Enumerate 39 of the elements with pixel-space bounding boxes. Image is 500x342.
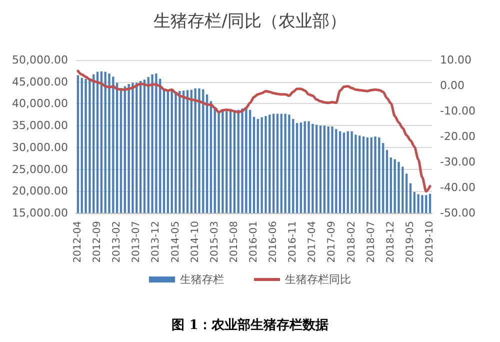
- caption: 图 1：农业部生猪存栏数据: [172, 317, 328, 333]
- x-tick-label: 2017-04: [307, 221, 318, 263]
- y-tick-label: 25,000.00: [12, 162, 68, 176]
- x-tick-label: 2012-04: [72, 221, 84, 263]
- y2-tick-label: 10.00: [440, 54, 472, 66]
- x-tick-label: 2019-05: [404, 221, 416, 263]
- x-tick-label: 2015-03: [209, 221, 220, 263]
- chart-title: 生猪存栏/同比（农业部）: [154, 12, 346, 32]
- y2-tick-label: -40.00: [440, 181, 476, 194]
- x-tick-label: 2012-09: [92, 221, 104, 263]
- y2-tick-label: -30.00: [440, 156, 476, 168]
- x-tick-label: 2018-07: [366, 221, 377, 263]
- x-tick-label: 2016-06: [268, 221, 280, 263]
- x-tick-label: 2013-07: [131, 221, 142, 263]
- line-series: [76, 70, 432, 193]
- x-tick-label: 2014-05: [170, 221, 182, 263]
- x-tick-label: 2019-10: [424, 221, 436, 263]
- y-tick-label: 15,000.00: [12, 206, 68, 220]
- x-tick-label: 2016-11: [288, 221, 299, 263]
- y2-tick-label: -20.00: [440, 130, 476, 143]
- y2-tick-label: -50.00: [440, 206, 476, 220]
- x-tick-label: 2018-02: [346, 221, 358, 263]
- y-tick-label: 35,000.00: [12, 119, 68, 132]
- y-tick-label: 45,000.00: [12, 75, 68, 88]
- y2-tick-label: -10.00: [440, 104, 476, 118]
- y-tick-label: 20,000.00: [12, 184, 68, 198]
- legend-label: 生猪存栏同比: [285, 273, 351, 286]
- y-tick-label: 30,000.00: [12, 140, 68, 154]
- x-tick-label: 2013-02: [112, 221, 123, 263]
- x-tick-label: 2017-09: [326, 221, 338, 263]
- x-tick-label: 2018-12: [385, 221, 396, 263]
- x-tick-label: 2015-08: [228, 221, 240, 263]
- legend-label: 生猪存栏: [180, 273, 224, 286]
- x-tick-label: 2014-10: [190, 221, 201, 263]
- x-tick-label: 2013-12: [150, 221, 162, 263]
- x-tick-label: 2016-01: [248, 221, 260, 263]
- y2-tick-label: 0.00: [440, 79, 464, 92]
- y-tick-label: 40,000.00: [12, 97, 68, 110]
- y-tick-label: 50,000.00: [12, 54, 68, 66]
